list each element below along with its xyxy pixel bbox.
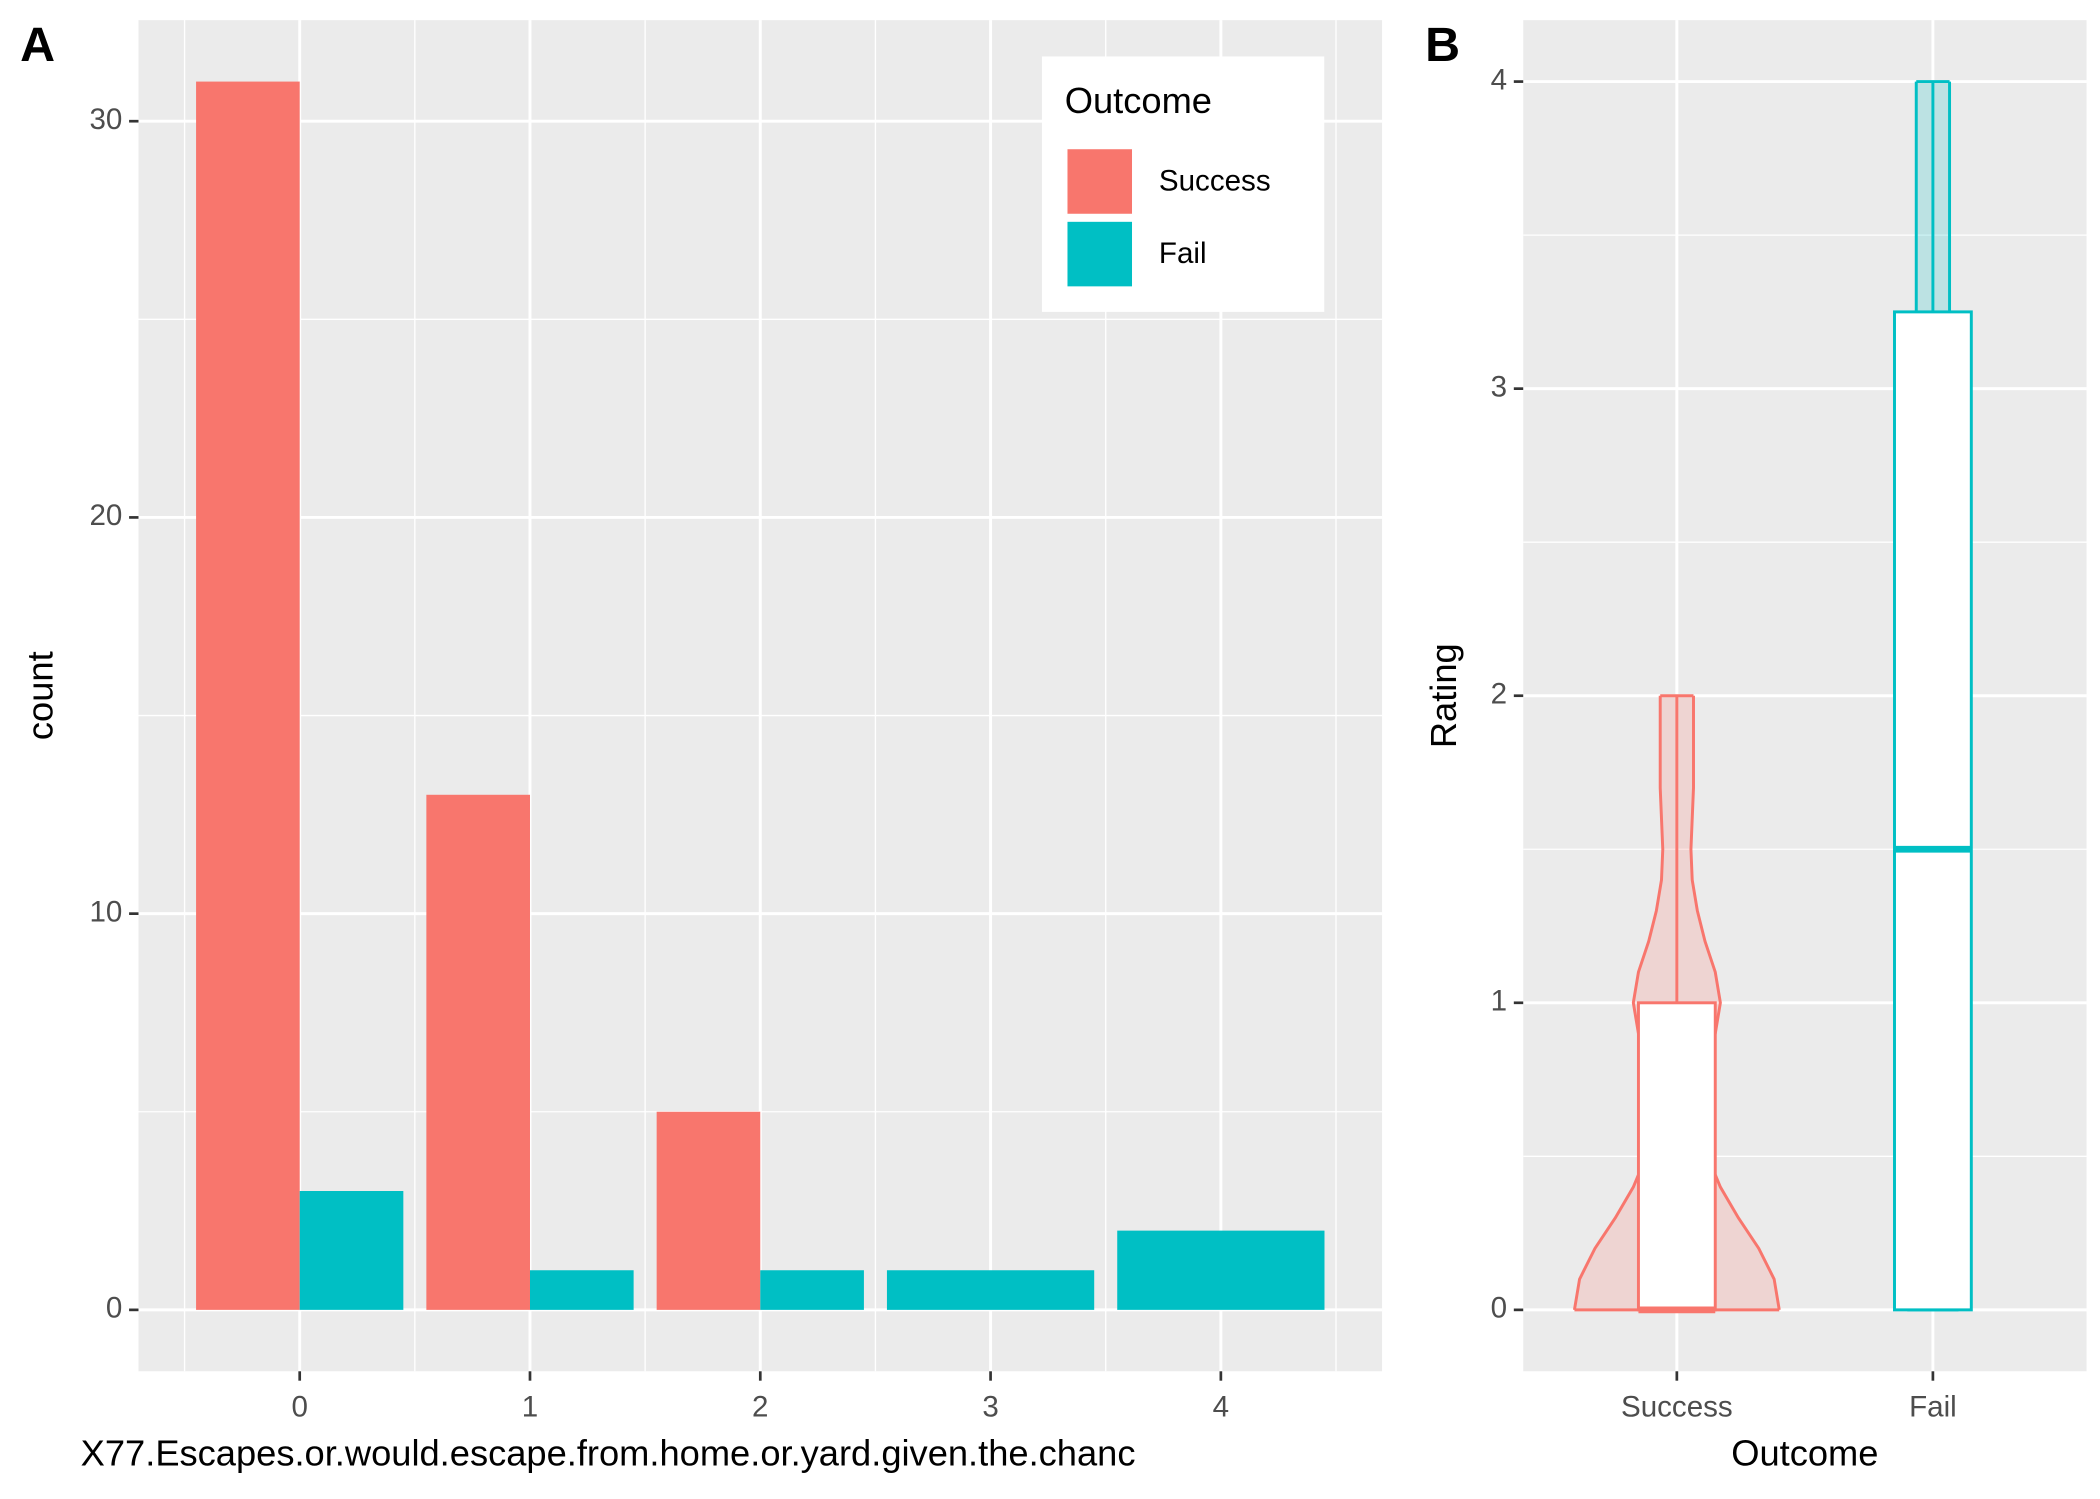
y-tick-label: 20: [89, 499, 122, 532]
y-tick-label: 2: [1491, 678, 1507, 711]
violin-left: [1572, 695, 1665, 1311]
legend-key: [1064, 219, 1135, 290]
x-tick-label: 3: [982, 1391, 998, 1424]
y-tick-label: 10: [89, 895, 122, 928]
y-tick-label: 0: [1491, 1292, 1507, 1325]
y-tick-label: 3: [1491, 370, 1507, 403]
y-tick-label: 30: [89, 103, 122, 136]
bar: [426, 794, 530, 1310]
bar: [886, 1270, 1095, 1310]
bar: [656, 1111, 761, 1310]
legend-label: Success: [1159, 165, 1271, 198]
box: [1636, 1001, 1717, 1312]
y-axis-title: count: [20, 651, 61, 740]
bar: [299, 1191, 404, 1310]
x-axis-title: Outcome: [1731, 1433, 1878, 1474]
legend-key: [1064, 146, 1135, 217]
x-tick-label: 2: [752, 1391, 768, 1424]
x-tick-label: 1: [522, 1391, 538, 1424]
bar: [760, 1270, 864, 1310]
x-tick-label: 0: [291, 1391, 307, 1424]
legend-title: Outcome: [1065, 80, 1212, 121]
bar: [529, 1270, 634, 1310]
y-tick-label: 4: [1491, 63, 1507, 96]
y-tick-label: 1: [1491, 985, 1507, 1018]
bar: [196, 81, 300, 1310]
x-tick-label: 4: [1213, 1391, 1229, 1424]
x-tick-label: Fail: [1909, 1391, 1957, 1424]
y-tick-label: 0: [106, 1292, 122, 1325]
x-tick-label: Success: [1621, 1391, 1733, 1424]
panel-tag: A: [20, 18, 55, 72]
legend-label: Fail: [1159, 237, 1207, 270]
box: [1893, 310, 1973, 1312]
bar: [1117, 1230, 1325, 1310]
y-axis-title: Rating: [1423, 643, 1464, 748]
violin-right: [1689, 695, 1781, 1311]
x-axis-title: X77.Escapes.or.would.escape.from.home.or…: [81, 1433, 1136, 1474]
panel-tag: B: [1425, 18, 1460, 72]
